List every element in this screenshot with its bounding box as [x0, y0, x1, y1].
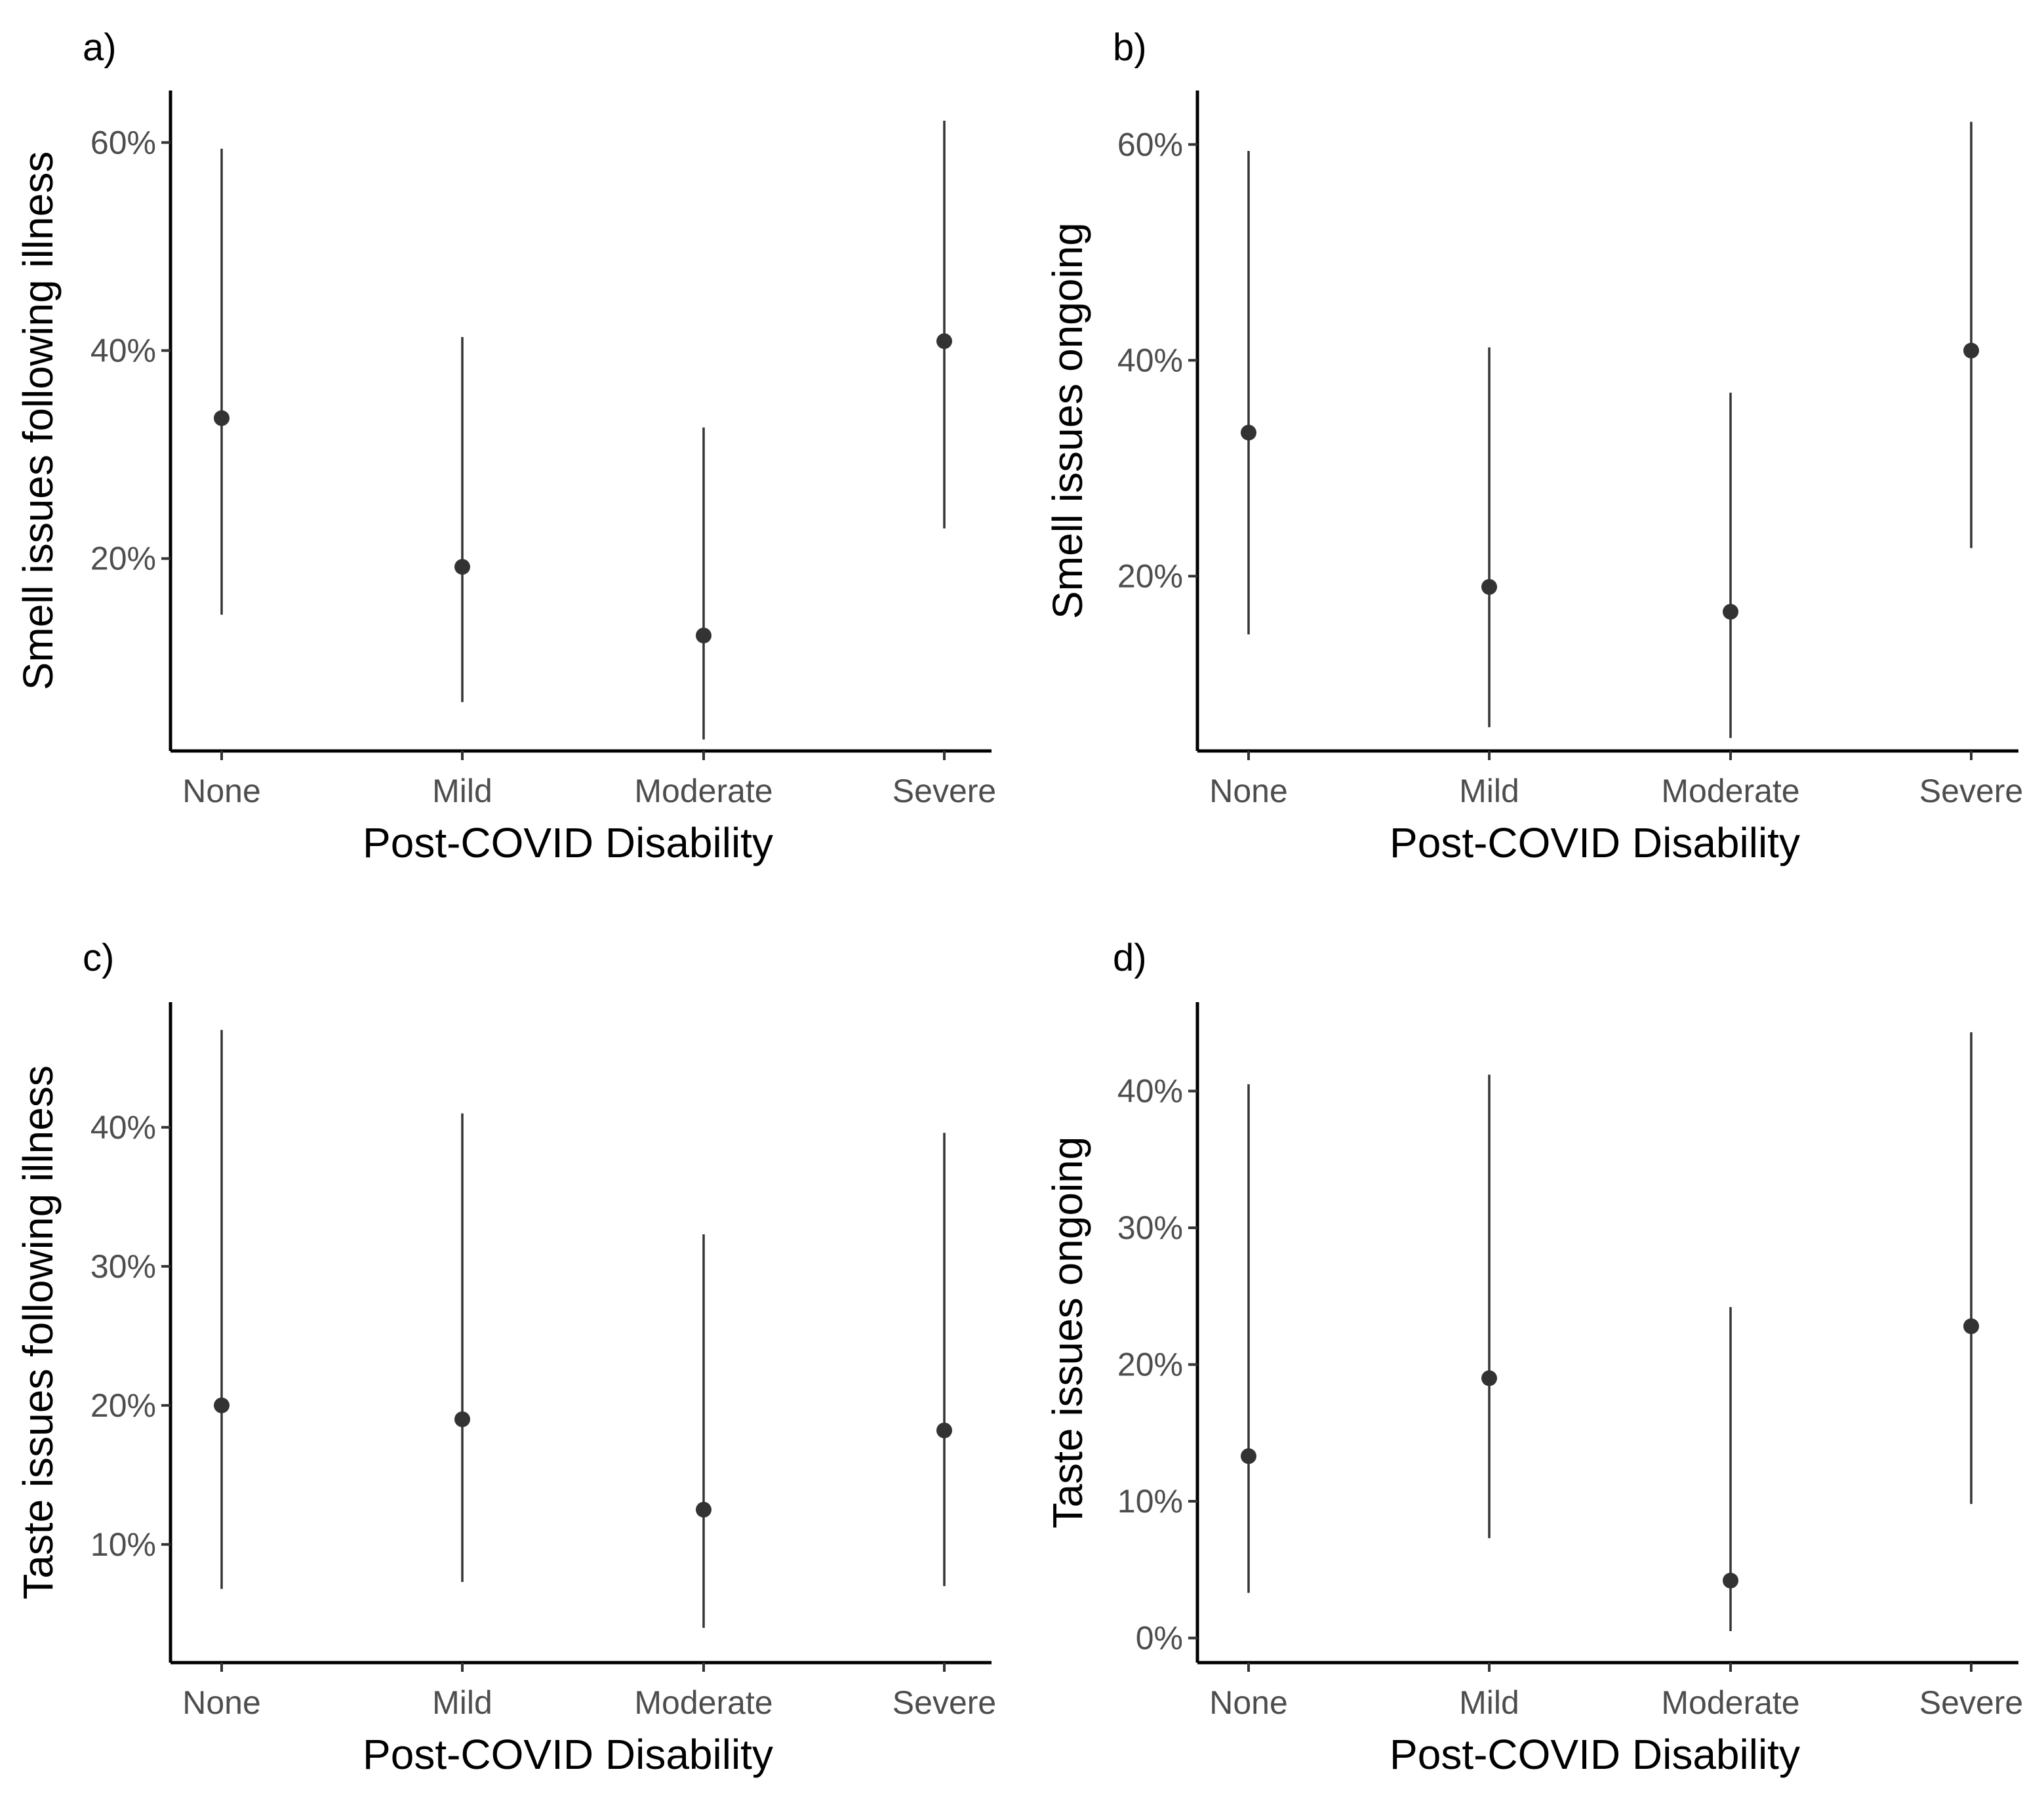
data-point	[214, 1397, 230, 1413]
y-tick-label: 0%	[1136, 1619, 1183, 1656]
panel-label: c)	[83, 937, 114, 979]
y-tick-label: 40%	[1117, 342, 1183, 378]
data-point	[1481, 578, 1497, 595]
panel-c: c) 10% 20% 30% 40% None Mild Moderate Severe Post…	[14, 937, 996, 1778]
x-axis-title: Post-COVID Disability	[1390, 819, 1800, 866]
y-tick-label: 40%	[1117, 1073, 1183, 1110]
y-tick-label: 30%	[90, 1248, 156, 1285]
y-tick-label: 40%	[90, 1109, 156, 1146]
data-point	[1481, 1370, 1497, 1386]
y-tick-label: 20%	[1117, 557, 1183, 594]
x-tick-label: Moderate	[1661, 773, 1799, 809]
panel-label: a)	[83, 26, 117, 69]
y-axis-title: Smell issues ongoing	[1044, 222, 1091, 619]
y-axis-title: Taste issues ongoing	[1044, 1137, 1091, 1529]
x-tick-label: None	[1209, 773, 1288, 809]
data-point	[1963, 342, 1979, 359]
data-point	[1723, 603, 1738, 620]
x-tick-label: Severe	[892, 1684, 996, 1721]
y-tick-label: 10%	[1117, 1483, 1183, 1520]
x-tick-label: Mild	[432, 773, 492, 809]
x-tick-label: Mild	[1459, 1684, 1519, 1721]
data-point	[454, 1411, 470, 1427]
x-tick-label: None	[1209, 1684, 1288, 1721]
x-tick-label: None	[182, 1684, 261, 1721]
data-point	[936, 333, 952, 350]
x-tick-label: Severe	[892, 773, 996, 809]
data-point	[214, 410, 230, 426]
y-tick-label: 60%	[90, 124, 156, 161]
x-tick-label: Severe	[1919, 773, 2023, 809]
x-axis-title: Post-COVID Disability	[363, 1731, 773, 1778]
data-point	[454, 559, 470, 575]
y-tick-label: 20%	[90, 1387, 156, 1424]
y-tick-label: 60%	[1117, 126, 1183, 163]
y-axis-title: Smell issues following illness	[14, 152, 62, 691]
y-tick-label: 40%	[90, 332, 156, 369]
y-tick-label: 20%	[90, 540, 156, 577]
y-tick-label: 30%	[1117, 1209, 1183, 1246]
y-axis-title: Taste issues following illness	[14, 1065, 62, 1600]
panel-b: b) 20% 40% 60% None Mild Moderate Severe Post-CO…	[1044, 26, 2023, 866]
panel-label: b)	[1113, 26, 1147, 69]
data-point	[1241, 1448, 1256, 1465]
x-tick-label: None	[182, 773, 261, 809]
panel-label: d)	[1113, 937, 1147, 979]
data-point	[1241, 424, 1256, 441]
x-tick-label: Severe	[1919, 1684, 2023, 1721]
data-point	[1963, 1318, 1979, 1335]
x-tick-label: Mild	[432, 1684, 492, 1721]
x-tick-label: Moderate	[634, 1684, 772, 1721]
data-point	[1723, 1572, 1738, 1589]
data-point	[696, 1501, 711, 1518]
x-tick-label: Moderate	[634, 773, 772, 809]
x-axis-title: Post-COVID Disability	[1390, 1731, 1800, 1778]
panel-a: a) 20% 40% 60% None Mild Moderate Severe Post-CO…	[14, 26, 996, 866]
y-tick-label: 20%	[1117, 1346, 1183, 1383]
data-point	[936, 1422, 952, 1438]
x-axis-title: Post-COVID Disability	[363, 819, 773, 866]
y-tick-label: 10%	[90, 1526, 156, 1563]
x-tick-label: Moderate	[1661, 1684, 1799, 1721]
data-point	[696, 627, 711, 643]
panel-d: d) 0% 10% 20% 30% 40% None Mild Moderate Severe Po…	[1044, 937, 2023, 1778]
x-tick-label: Mild	[1459, 773, 1519, 809]
